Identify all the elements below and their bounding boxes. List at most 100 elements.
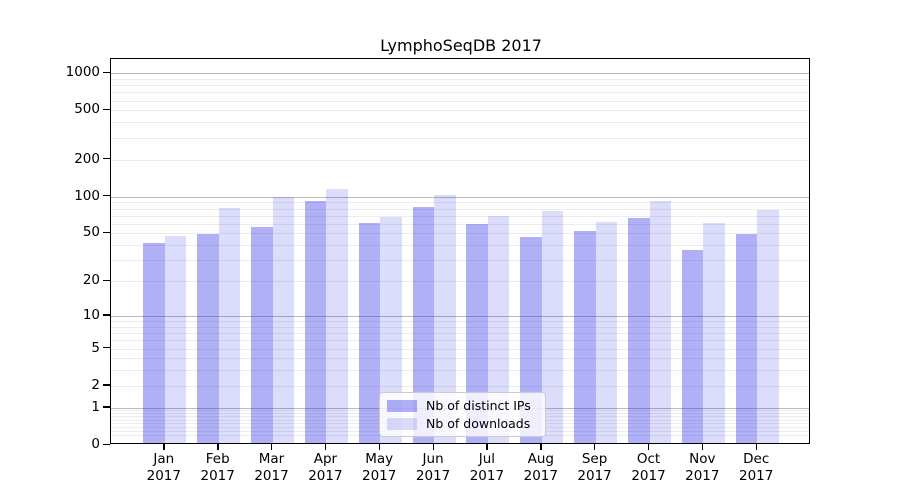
x-tick-label: Jun 2017 bbox=[415, 451, 451, 484]
y-tick-mark bbox=[103, 384, 110, 386]
gridline bbox=[111, 208, 809, 210]
y-tick-label: 500 bbox=[74, 101, 100, 118]
legend-swatch-distinct-ips bbox=[387, 399, 417, 412]
gridline bbox=[111, 348, 809, 350]
bar-jun-2017-nb-of-distinct-ips bbox=[412, 206, 435, 443]
x-tick-mark bbox=[701, 444, 704, 450]
x-tick-label: Nov 2017 bbox=[685, 451, 720, 484]
x-tick-label: Dec 2017 bbox=[739, 451, 774, 484]
bar-feb-2017-nb-of-distinct-ips bbox=[197, 233, 219, 443]
x-tick-mark bbox=[271, 444, 273, 450]
gridline bbox=[111, 321, 809, 323]
legend-label-distinct-ips: Nb of distinct IPs bbox=[426, 398, 531, 413]
y-tick-label: 1000 bbox=[65, 64, 100, 81]
bar-dec-2017-nb-of-downloads bbox=[757, 209, 779, 443]
bar-aug-2017-nb-of-distinct-ips bbox=[520, 236, 542, 443]
gridline bbox=[111, 122, 809, 124]
bar-jan-2017-nb-of-downloads bbox=[164, 235, 187, 443]
legend-item-distinct-ips: Nb of distinct IPs bbox=[387, 398, 537, 413]
gridline bbox=[111, 385, 809, 387]
y-tick-label: 50 bbox=[82, 224, 100, 241]
x-tick-label: Aug 2017 bbox=[523, 451, 558, 484]
x-tick-label: Jan 2017 bbox=[146, 451, 181, 484]
x-tick-mark bbox=[432, 444, 434, 450]
gridline bbox=[111, 85, 809, 87]
gridline bbox=[111, 110, 809, 112]
gridline bbox=[111, 92, 809, 94]
y-tick-label: 100 bbox=[74, 187, 100, 204]
y-tick-label: 20 bbox=[82, 272, 100, 289]
gridline bbox=[111, 202, 809, 204]
y-tick-label: 1 bbox=[91, 398, 100, 415]
bar-may-2017-nb-of-downloads bbox=[380, 216, 402, 443]
gridline bbox=[111, 73, 809, 75]
gridline bbox=[111, 78, 809, 80]
y-tick-mark bbox=[103, 314, 110, 316]
bar-feb-2017-nb-of-downloads bbox=[218, 207, 241, 443]
y-tick-mark bbox=[103, 347, 110, 349]
bar-apr-2017-nb-of-downloads bbox=[326, 189, 348, 443]
bar-may-2017-nb-of-distinct-ips bbox=[358, 222, 381, 443]
bar-jul-2017-nb-of-distinct-ips bbox=[466, 223, 488, 443]
bar-oct-2017-nb-of-distinct-ips bbox=[628, 218, 650, 443]
x-tick-label: Apr 2017 bbox=[308, 451, 343, 484]
gridline bbox=[111, 326, 809, 328]
x-tick-mark bbox=[163, 444, 165, 450]
legend-label-downloads: Nb of downloads bbox=[426, 416, 531, 431]
y-tick-mark bbox=[103, 231, 110, 234]
bar-jun-2017-nb-of-downloads bbox=[434, 195, 456, 443]
bar-nov-2017-nb-of-downloads bbox=[703, 222, 725, 443]
y-tick-label: 200 bbox=[74, 150, 100, 167]
bar-mar-2017-nb-of-distinct-ips bbox=[251, 227, 273, 443]
bar-sep-2017-nb-of-distinct-ips bbox=[574, 231, 596, 443]
gridline bbox=[111, 233, 809, 235]
x-tick-label: Sep 2017 bbox=[577, 451, 612, 484]
bar-dec-2017-nb-of-distinct-ips bbox=[735, 233, 758, 443]
x-tick-label: Feb 2017 bbox=[200, 451, 235, 484]
legend-swatch-downloads bbox=[387, 417, 417, 430]
y-tick-mark bbox=[103, 406, 110, 408]
bar-sep-2017-nb-of-downloads bbox=[595, 221, 618, 443]
x-tick-mark bbox=[755, 444, 758, 450]
x-tick-label: Oct 2017 bbox=[631, 451, 666, 484]
gridline bbox=[111, 196, 809, 198]
x-tick-label: May 2017 bbox=[362, 451, 397, 484]
y-tick-mark bbox=[103, 108, 110, 111]
gridline bbox=[111, 137, 809, 139]
bar-jul-2017-nb-of-downloads bbox=[487, 215, 510, 443]
x-tick-mark bbox=[217, 444, 219, 450]
bar-apr-2017-nb-of-distinct-ips bbox=[304, 201, 327, 443]
bar-aug-2017-nb-of-downloads bbox=[541, 210, 564, 443]
y-tick-label: 5 bbox=[91, 339, 100, 356]
bar-mar-2017-nb-of-downloads bbox=[272, 197, 294, 443]
y-tick-mark bbox=[103, 158, 110, 160]
gridline bbox=[111, 281, 809, 283]
x-tick-label: Mar 2017 bbox=[254, 451, 289, 484]
y-tick-mark bbox=[103, 443, 110, 445]
chart-title: LymphoSeqDB 2017 bbox=[380, 36, 542, 55]
legend-item-downloads: Nb of downloads bbox=[387, 416, 537, 431]
bar-oct-2017-nb-of-downloads bbox=[649, 201, 671, 443]
gridline bbox=[111, 260, 809, 262]
x-tick-mark bbox=[378, 444, 381, 450]
y-tick-mark bbox=[103, 279, 110, 281]
x-tick-mark bbox=[324, 444, 327, 450]
x-tick-mark bbox=[486, 444, 488, 450]
plot-area bbox=[110, 58, 810, 444]
gridline bbox=[111, 340, 809, 342]
y-tick-mark bbox=[103, 71, 110, 73]
gridline bbox=[111, 315, 809, 317]
gridline bbox=[111, 215, 809, 217]
y-tick-mark bbox=[103, 195, 110, 197]
gridline bbox=[111, 100, 809, 102]
gridline bbox=[111, 370, 809, 372]
y-tick-label: 10 bbox=[82, 306, 100, 323]
y-tick-label: 0 bbox=[91, 436, 100, 452]
x-tick-mark bbox=[540, 444, 542, 450]
gridline bbox=[111, 358, 809, 360]
x-tick-label: Jul 2017 bbox=[469, 451, 505, 484]
bar-jan-2017-nb-of-distinct-ips bbox=[143, 243, 165, 443]
gridline bbox=[111, 159, 809, 161]
y-tick-label: 2 bbox=[91, 376, 100, 393]
